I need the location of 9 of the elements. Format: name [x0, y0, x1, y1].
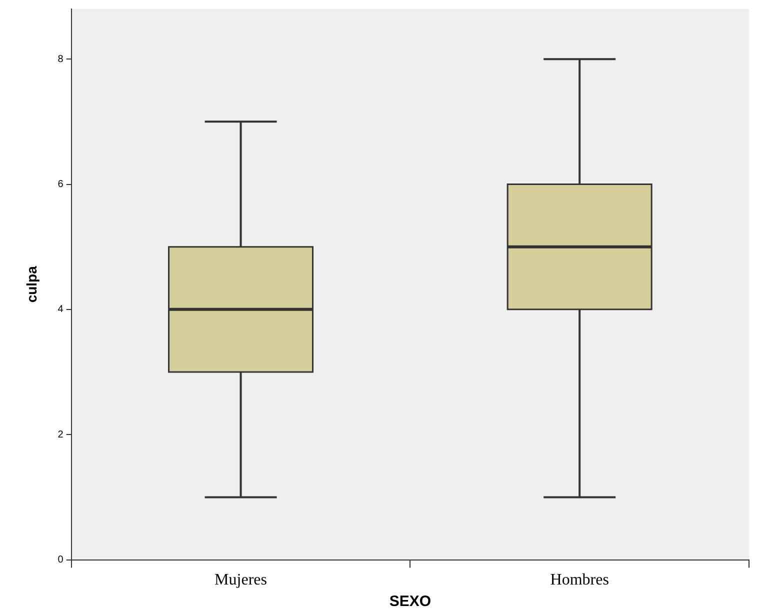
- x-tick-label: Hombres: [550, 572, 609, 589]
- x-tick-label: Mujeres: [214, 572, 267, 589]
- y-tick-label: 0: [58, 554, 64, 566]
- y-tick-label: 8: [58, 54, 64, 65]
- y-axis-title: culpa: [23, 266, 40, 303]
- y-tick-label: 2: [58, 429, 64, 440]
- y-tick-label: 4: [58, 304, 64, 316]
- y-tick-label: 6: [58, 179, 64, 190]
- x-axis-title: SEXO: [389, 593, 432, 610]
